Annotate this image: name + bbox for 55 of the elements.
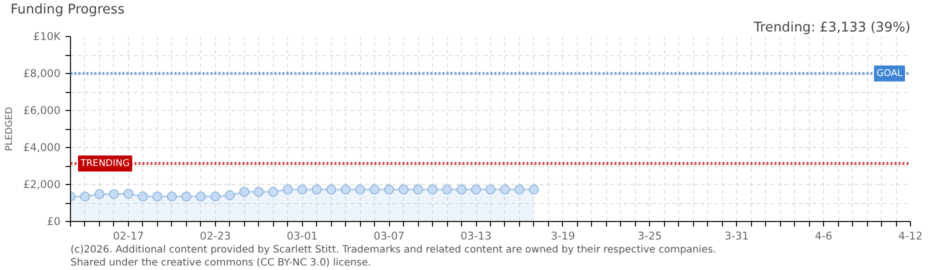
point	[94, 189, 104, 200]
point	[166, 192, 177, 202]
text: Shared under the creative commons (CC BY-NC 3.0) license.	[70, 258, 372, 268]
point	[413, 184, 424, 194]
x-tick-label: 03-01	[286, 230, 318, 242]
chart-title: Funding Progress	[10, 2, 125, 18]
point	[514, 184, 524, 194]
point	[355, 184, 366, 194]
point	[123, 188, 134, 199]
text: (c)2026. Additional content provided by Scarlett Stitt. Trademarks and related content are owned by their respective companies.	[70, 244, 716, 256]
point	[398, 184, 409, 194]
point	[108, 189, 119, 200]
x-tick-label: 3-25	[638, 230, 662, 242]
point	[384, 184, 394, 194]
point	[239, 186, 250, 197]
x-tick-label: 3-31	[724, 230, 749, 242]
point	[340, 184, 351, 194]
point	[428, 184, 438, 194]
point	[268, 186, 278, 197]
x-tick-label: 3-19	[550, 230, 576, 242]
x-tick-label: 4-6	[814, 230, 833, 242]
point	[471, 184, 482, 194]
point	[456, 184, 467, 194]
point	[486, 184, 496, 194]
point	[138, 192, 148, 202]
point	[181, 192, 192, 202]
y-tick-label: £2,000	[23, 178, 61, 191]
point	[297, 184, 308, 194]
point	[224, 190, 235, 200]
ref-line-label: GOAL	[876, 68, 904, 79]
y-tick-label: £6,000	[23, 104, 61, 117]
y-tick-label: £8,000	[23, 67, 61, 80]
point	[80, 192, 90, 202]
y-tick-label: £10K	[33, 30, 62, 43]
point	[210, 192, 220, 202]
point	[528, 184, 539, 194]
chart-subtitle: Trending: £3,133 (39%)	[752, 20, 911, 36]
point	[312, 184, 322, 194]
point	[442, 184, 452, 194]
point	[370, 184, 380, 194]
x-tick-label: 02-23	[200, 230, 231, 242]
ref-line-label: TRENDING	[80, 158, 130, 170]
point	[326, 184, 336, 194]
y-tick-label: £0	[46, 215, 61, 228]
point	[500, 184, 510, 194]
x-tick-label: 03-07	[374, 230, 405, 242]
x-tick-label: 03-13	[460, 230, 492, 242]
y-axis-title: PLEDGED	[4, 106, 16, 152]
x-tick-label: 02-17	[112, 230, 144, 242]
point	[254, 186, 264, 197]
point	[196, 192, 206, 202]
x-tick-label: 4-12	[898, 230, 923, 242]
y-tick-label: £4,000	[23, 141, 61, 154]
point	[152, 192, 162, 202]
point	[282, 184, 293, 194]
